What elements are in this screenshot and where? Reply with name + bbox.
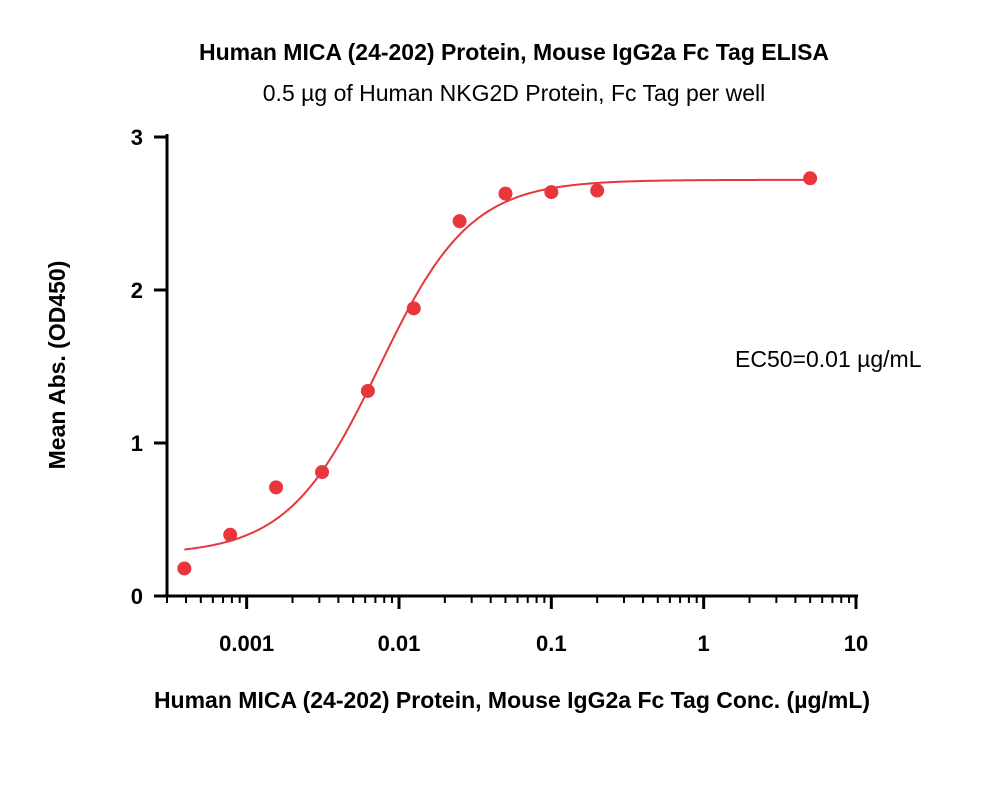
data-point-1 [223,527,238,542]
x-tick-label-4: 10 [844,631,868,656]
y-tick-label-1: 1 [131,431,143,456]
x-axis-label: Human MICA (24-202) Protein, Mouse IgG2a… [154,687,870,713]
data-point-3 [315,465,330,480]
x-tick-label-1: 0.01 [378,631,421,656]
data-point-4 [360,383,375,398]
data-point-5 [406,301,421,316]
y-tick-label-2: 2 [131,278,143,303]
x-ticks: 0.001 0.01 0.1 1 10 [166,596,868,656]
x-tick-label-0: 0.001 [219,631,274,656]
y-ticks: 0 1 2 3 [131,125,167,609]
y-axis-label: Mean Abs. (OD450) [44,261,70,470]
data-point-9 [590,183,605,198]
data-point-0 [177,561,192,576]
chart-subtitle: 0.5 µg of Human NKG2D Protein, Fc Tag pe… [263,80,765,106]
ec50-annotation: EC50=0.01 µg/mL [735,346,922,372]
data-point-8 [544,185,559,200]
data-point-10 [803,171,818,186]
x-tick-label-2: 0.1 [536,631,567,656]
x-tick-label-3: 1 [698,631,710,656]
data-points [177,171,818,576]
chart-title: Human MICA (24-202) Protein, Mouse IgG2a… [199,39,829,65]
data-point-6 [452,214,467,229]
fit-curve [184,178,811,551]
data-point-7 [498,186,513,201]
y-tick-label-0: 0 [131,584,143,609]
data-point-2 [269,480,284,495]
y-tick-label-3: 3 [131,125,143,150]
